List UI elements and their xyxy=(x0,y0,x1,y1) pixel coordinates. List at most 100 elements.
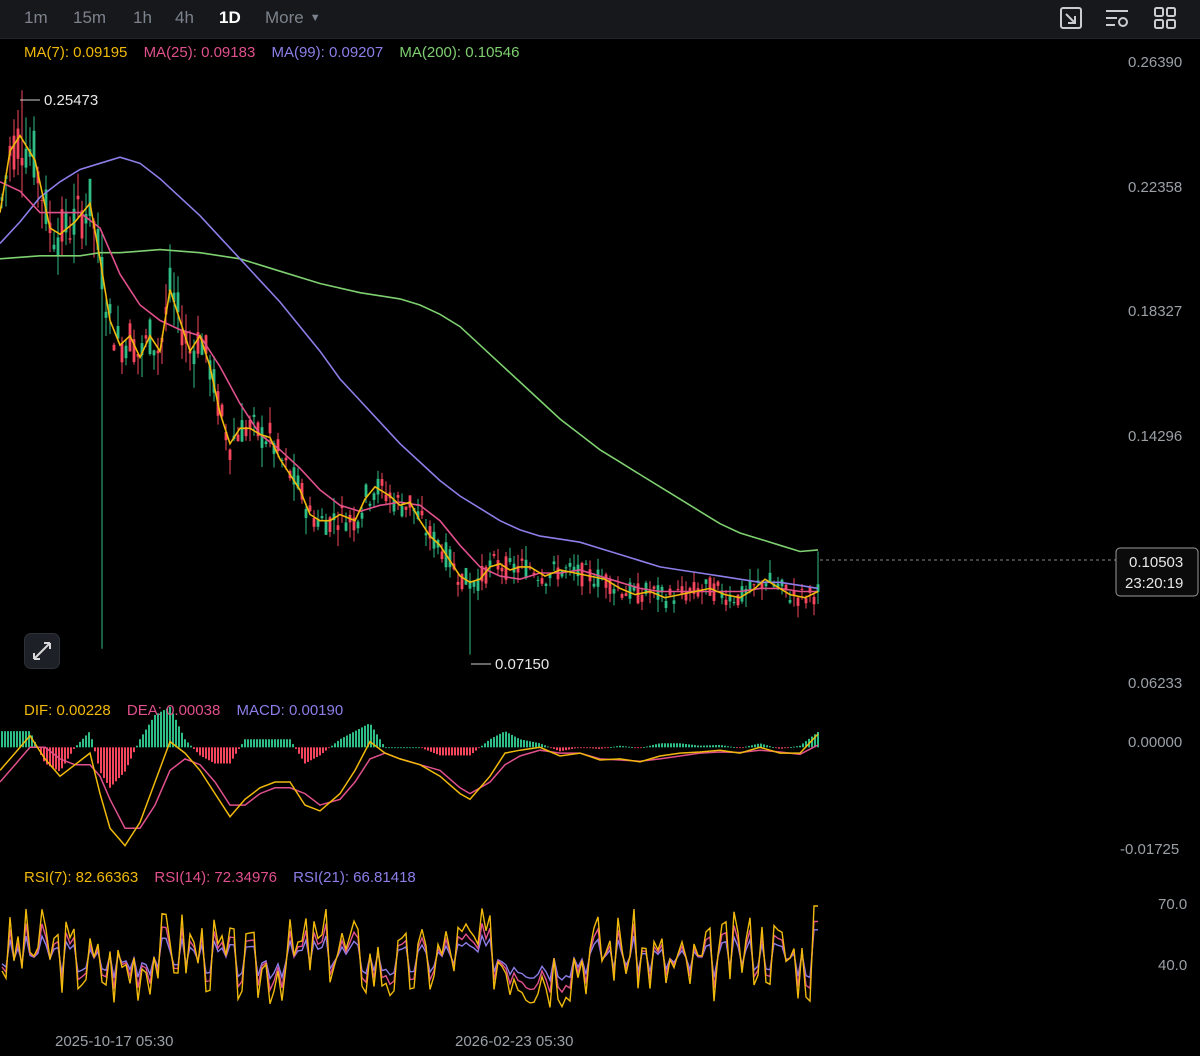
candle-body xyxy=(196,332,200,354)
macd-bar xyxy=(286,739,288,748)
macd-bar xyxy=(67,747,69,759)
macd-bar xyxy=(481,745,483,748)
macd-bar xyxy=(748,745,750,748)
macd-bar xyxy=(217,747,219,764)
macd-bar xyxy=(634,747,636,749)
candle-body xyxy=(108,304,112,314)
macd-bar xyxy=(310,747,312,761)
macd-bar xyxy=(448,747,450,756)
macd-bar xyxy=(64,747,66,764)
candle-body xyxy=(628,582,632,599)
macd-bar xyxy=(238,747,240,749)
macd-bar xyxy=(337,740,339,748)
candle-body xyxy=(672,600,676,604)
macd-bar xyxy=(739,747,741,749)
candle-body xyxy=(676,588,680,590)
macd-bar xyxy=(91,739,93,748)
timeframe-1h[interactable]: 1h xyxy=(133,8,152,27)
macd-bar xyxy=(241,744,243,748)
timeframe-15m[interactable]: 15m xyxy=(73,8,107,27)
macd-bar xyxy=(562,747,564,751)
screenshot-icon[interactable] xyxy=(1056,3,1086,33)
macd-bar xyxy=(136,745,138,748)
candle-body xyxy=(120,343,124,363)
candle-body xyxy=(520,558,524,561)
more-timeframes-dropdown[interactable]: More ▼ xyxy=(265,6,321,30)
macd-bar xyxy=(367,724,369,748)
macd-bar xyxy=(364,725,366,748)
candle-body xyxy=(688,587,692,592)
macd-bar xyxy=(586,747,588,749)
macd-bar xyxy=(322,747,324,753)
ma99-line xyxy=(0,156,819,590)
layout-grid-icon[interactable] xyxy=(1150,3,1180,33)
macd-bar xyxy=(289,739,291,748)
macd-axis-label: -0.01725 xyxy=(1120,841,1179,858)
timeframe-1m[interactable]: 1m xyxy=(24,8,48,27)
macd-bar xyxy=(202,747,204,758)
macd-bar xyxy=(766,745,768,748)
candle-body xyxy=(352,517,356,531)
macd-bar xyxy=(424,747,426,750)
macd-bar xyxy=(460,747,462,756)
candle-body xyxy=(552,561,556,565)
macd-bar xyxy=(781,747,783,749)
candle-body xyxy=(420,510,424,516)
macd-bar xyxy=(514,736,516,748)
macd-bar xyxy=(400,747,402,749)
macd-bar xyxy=(76,745,78,748)
candle-body xyxy=(192,350,196,365)
macd-bar xyxy=(652,744,654,748)
macd-bar xyxy=(619,745,621,748)
macd-bar xyxy=(547,746,549,748)
candle-body xyxy=(548,573,552,579)
macd-bar xyxy=(664,743,666,748)
candle-body xyxy=(224,431,228,441)
macd-bar xyxy=(718,744,720,748)
macd-bar xyxy=(430,747,432,752)
macd-bar xyxy=(469,747,471,756)
candle-body xyxy=(140,343,144,356)
macd-bar xyxy=(61,747,63,769)
candle-body xyxy=(640,594,644,602)
macd-bar xyxy=(676,743,678,748)
price-candles xyxy=(0,90,820,655)
macd-bar xyxy=(496,735,498,748)
macd-bar xyxy=(691,744,693,748)
macd-bar xyxy=(190,745,192,748)
macd-value-legend: MACD: 0.00190 xyxy=(236,702,344,719)
macd-bar xyxy=(754,744,756,748)
timeframe-1d[interactable]: 1D xyxy=(219,8,241,27)
candle-body xyxy=(64,211,68,233)
candle-body xyxy=(376,478,380,495)
macd-bar xyxy=(283,739,285,748)
macd-bar xyxy=(394,747,396,749)
macd-bar xyxy=(325,747,327,751)
candle-body xyxy=(76,195,80,200)
current-price-tag xyxy=(1115,547,1199,597)
price-axis-label: 0.14296 xyxy=(1128,428,1182,445)
macd-bar xyxy=(40,747,42,755)
candle-body xyxy=(604,574,608,588)
candle-body xyxy=(792,590,796,596)
fullscreen-expand-button[interactable] xyxy=(24,633,60,669)
macd-bar xyxy=(292,744,294,748)
candle-body xyxy=(472,581,476,587)
timeframe-4h[interactable]: 4h xyxy=(175,8,194,27)
indicator-settings-icon[interactable] xyxy=(1102,3,1132,33)
candle-body xyxy=(280,459,284,461)
macd-bar xyxy=(157,713,159,748)
candle-body xyxy=(20,157,24,166)
macd-legend: DIF: 0.00228 DEA: 0.00038 MACD: 0.00190 xyxy=(24,702,355,719)
macd-bar xyxy=(712,745,714,748)
macd-bar xyxy=(55,747,57,770)
candle-body xyxy=(476,578,480,591)
candle-body xyxy=(740,586,744,602)
macd-bar xyxy=(220,747,222,764)
macd-bar xyxy=(130,747,132,759)
macd-bar xyxy=(148,724,150,748)
candle-body xyxy=(692,582,696,594)
macd-bar xyxy=(523,740,525,748)
candle-body xyxy=(236,434,240,442)
macd-bar xyxy=(757,743,759,748)
